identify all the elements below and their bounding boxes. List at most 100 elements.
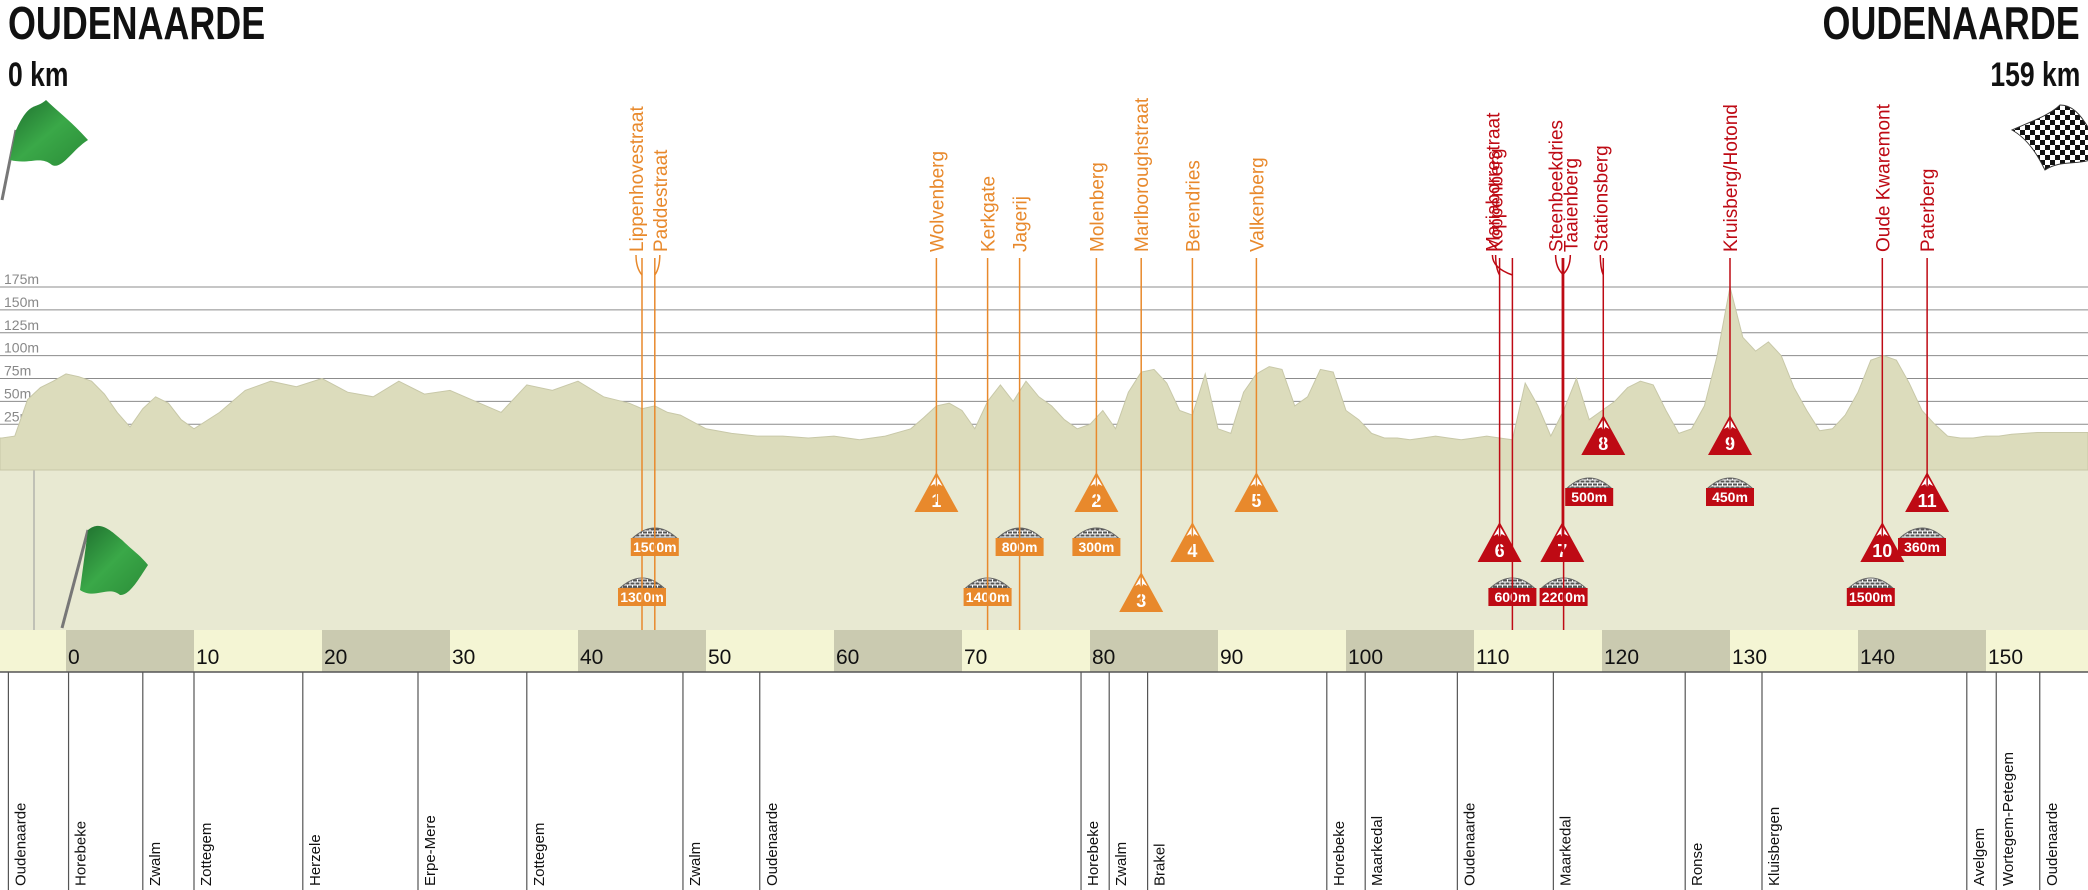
place-marker: Avelgem xyxy=(1966,672,1988,890)
marker-label-group: Stationsberg xyxy=(1591,145,1612,445)
marker-name: Taaienberg xyxy=(1561,158,1582,252)
marker-name: Koppenberg xyxy=(1487,148,1508,252)
cobblestone-icon xyxy=(1847,577,1895,589)
km-band-stripe xyxy=(1346,630,1474,672)
cobblestone-icon xyxy=(1706,477,1754,489)
place-marker: Oudenaarde xyxy=(1456,672,1478,890)
place-marker: Zottegem xyxy=(526,672,548,890)
place-marker: Oudenaarde xyxy=(759,672,781,890)
sector-length: 300m xyxy=(1078,539,1114,555)
place-name: Zottegem xyxy=(198,823,215,886)
marker-name: Molenberg xyxy=(1087,162,1108,252)
km-label: 130 xyxy=(1732,646,1767,669)
cobble-sector-badge: 450m xyxy=(1706,477,1754,506)
marker-connector xyxy=(1554,254,1565,276)
place-names: Oudenaarde Horebeke Zwalm Zottegem Herzele Er… xyxy=(7,672,2061,890)
place-marker: Herzele xyxy=(302,672,324,890)
km-scale-band: 0 10 20 30 40 50 60 70 80 90 100 110 120 130 140 150 xyxy=(0,630,2088,673)
place-name: Zwalm xyxy=(1113,842,1130,886)
place-name: Wortegem-Petegem xyxy=(2000,752,2017,886)
place-marker: Zottegem xyxy=(193,672,215,890)
place-name: Horebeke xyxy=(73,821,90,886)
altitude-label: 175m xyxy=(4,271,39,287)
km-label: 20 xyxy=(324,646,347,669)
altitude-label: 100m xyxy=(4,340,39,356)
marker-name: Stationsberg xyxy=(1591,145,1612,252)
altitude-label: 150m xyxy=(4,294,39,310)
sector-length-box xyxy=(1846,588,1895,606)
km-label: 10 xyxy=(196,646,219,669)
km-band-stripe xyxy=(578,630,706,672)
marker-name: Paddestraat xyxy=(651,149,672,252)
finish-distance: 159 km xyxy=(1990,56,2080,94)
marker-label-group: Marlboroughstraat xyxy=(1132,97,1153,602)
sector-length: 500m xyxy=(1571,489,1607,505)
place-marker: Oudenaarde xyxy=(7,672,29,890)
place-marker: Maarkedal xyxy=(1364,672,1386,890)
km-band-background xyxy=(0,630,2088,672)
marker-name: Lippenhovestraat xyxy=(627,106,648,252)
place-marker: Maarkedal xyxy=(1552,672,1574,890)
km-label: 140 xyxy=(1860,646,1895,669)
marker-connector xyxy=(1599,254,1604,276)
place-marker: Horebeke xyxy=(67,672,90,890)
cobble-sector-badge: 500m xyxy=(1565,477,1614,506)
km-label: 80 xyxy=(1092,646,1115,669)
marker-label-group: Lippenhovestraat xyxy=(627,106,648,630)
km-label: 0 xyxy=(68,646,80,669)
start-town: OUDENAARDE xyxy=(8,0,266,49)
marker-name: Steenbeekdries xyxy=(1547,120,1568,252)
cobble-sector-badge: 1500m xyxy=(1846,577,1895,606)
cobblestone-icon xyxy=(1565,477,1613,489)
marker-connector xyxy=(654,254,661,276)
sector-length: 450m xyxy=(1712,489,1748,505)
place-name: Oudenaarde xyxy=(1461,803,1478,886)
km-label: 120 xyxy=(1604,646,1639,669)
place-name: Ronse xyxy=(1689,843,1706,886)
cobblestone-icon xyxy=(1073,527,1120,539)
place-name: Horebeke xyxy=(1331,821,1348,886)
place-marker: Horebeke xyxy=(1326,672,1348,890)
km-label: 50 xyxy=(708,646,731,669)
place-marker: Zwalm xyxy=(682,672,704,890)
marker-label-group: Oude Kwaremont xyxy=(1873,103,1894,552)
place-name: Brakel xyxy=(1152,843,1169,886)
altitude-label: 50m xyxy=(4,385,31,401)
place-name: Zwalm xyxy=(687,842,704,886)
finish-town: OUDENAARDE xyxy=(1822,0,2080,49)
marker-name: Paterberg xyxy=(1918,169,1939,252)
marker-name: Berendries xyxy=(1183,160,1204,252)
marker-label-group: Koppenberg xyxy=(1487,148,1508,552)
place-name: Maarkedal xyxy=(1557,816,1574,886)
place-marker: Zwalm xyxy=(1108,672,1130,890)
sector-length: 360m xyxy=(1904,539,1940,555)
km-label: 30 xyxy=(452,646,475,669)
marker-label-group: Mariaborrestraat xyxy=(1483,112,1514,630)
finish-flag-icon xyxy=(2010,104,2088,171)
sector-length-box xyxy=(1898,538,1946,556)
cobblestone-icon xyxy=(1898,527,1946,539)
place-marker: Wortegem-Petegem xyxy=(1995,672,2017,890)
place-name: Herzele xyxy=(307,834,324,886)
km-label: 40 xyxy=(580,646,603,669)
place-marker: Ronse xyxy=(1684,672,1706,890)
route-markers: 1Wolvenberg2Molenberg3Marlboroughstraat4… xyxy=(618,97,1950,630)
cobble-sector-badge: 300m xyxy=(1072,527,1121,556)
start-flag-icon xyxy=(0,100,88,201)
km-band-stripe xyxy=(322,630,450,672)
place-name: Kluisbergen xyxy=(1766,807,1783,886)
sector-length-box xyxy=(1565,488,1614,506)
km-label: 90 xyxy=(1220,646,1243,669)
place-name: Oudenaarde xyxy=(2044,803,2061,886)
km-label: 110 xyxy=(1476,646,1509,669)
km-band-stripe xyxy=(1090,630,1218,672)
km-band-stripe xyxy=(66,630,194,672)
km-label: 60 xyxy=(836,646,859,669)
place-marker: Zwalm xyxy=(142,672,164,890)
marker-name: Wolvenberg xyxy=(927,151,948,252)
terrain-lower-band xyxy=(0,470,2088,630)
start-flag-icon xyxy=(60,525,148,629)
place-name: Zottegem xyxy=(531,823,548,886)
km-band-stripe xyxy=(1602,630,1730,672)
